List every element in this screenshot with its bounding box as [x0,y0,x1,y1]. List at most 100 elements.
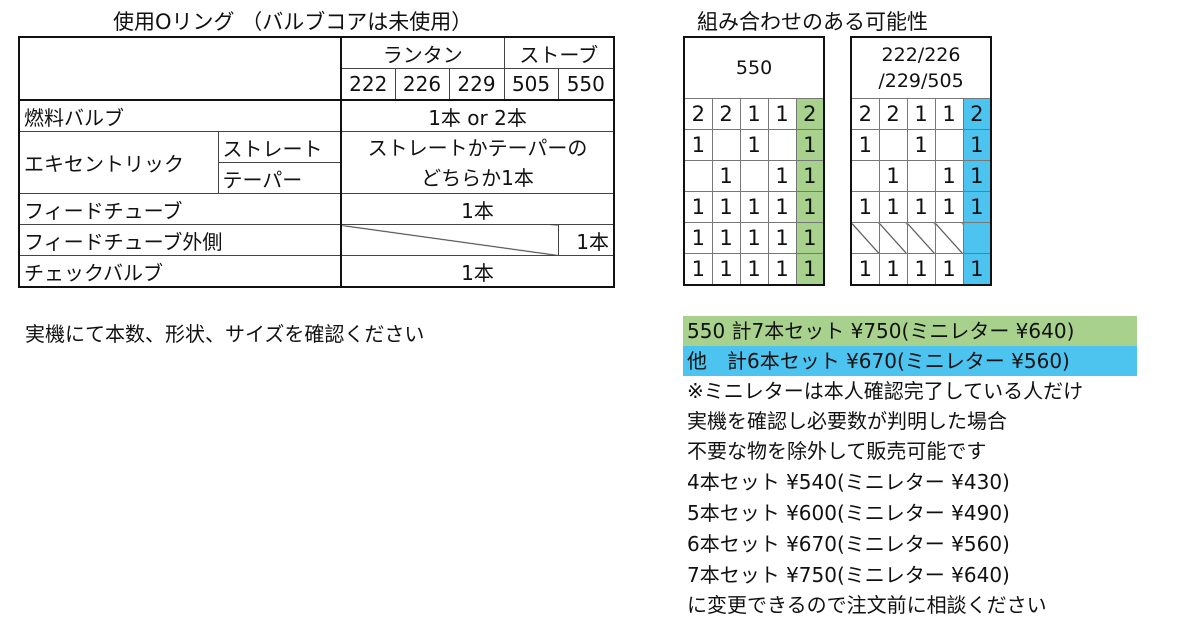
left-title: 使用Oリング （バルブコアは未使用） [113,10,473,34]
grid-cell: 1 [906,191,936,223]
grid-cell [878,129,908,161]
model-505: 505 [503,68,559,101]
grid-cell: 1 [878,253,908,286]
grid-cell: 1 [795,160,825,192]
grid-cell: 1 [767,191,797,223]
row-label-fuel-valve: 燃料バルブ [18,99,342,132]
row-label-eccentric: エキセントリック [18,131,219,194]
row-label-feed-tube-outer: フィードチューブ外側 [18,224,342,256]
grid-cell: 2 [850,98,880,130]
group-lantern: ランタン [340,36,505,69]
grid-cell: 1 [711,253,741,286]
row-label-feed-tube: フィードチューブ [18,193,342,225]
note-line: 実機を確認し必要数が判明した場合 [687,409,1007,433]
note-line: に変更できるので注文前に相談ください [687,593,1047,617]
note-line: ※ミニレターは本人確認完了している人だけ [687,379,1084,403]
note-line: 4本セット ¥540(ミニレター ¥430) [687,470,1010,494]
grid-cell-na [962,222,992,254]
grid-cell: 1 [934,98,964,130]
sub-label-taper: テーパー [217,162,342,194]
value-eccentric: ストレートかテーパーの どちらか1本 [340,131,615,194]
grid-cell: 1 [850,129,880,161]
grid-cell: 1 [739,98,769,130]
grid-cell: 2 [711,98,741,130]
grid-cell [711,129,741,161]
grid-cell: 1 [906,129,936,161]
grid-cell-na [906,222,936,254]
grid-cell: 1 [962,191,992,223]
grid-cell: 1 [906,253,936,286]
row-label-check-valve: チェックバルブ [18,255,342,288]
grid-cell: 1 [767,98,797,130]
grid-cell: 1 [850,253,880,286]
grid-cell: 1 [962,160,992,192]
grid-cell: 1 [767,222,797,254]
grid-cell: 1 [739,191,769,223]
value-eccentric-line1: ストレートかテーパーの [367,135,588,160]
grid-cell: 1 [767,253,797,286]
grid-cell: 2 [683,98,713,130]
model-550: 550 [557,68,615,101]
right-title: 組み合わせのある可能性 [697,10,928,34]
oring-table: ランタン ストーブ 222 226 229 505 550 燃料バルブ 1本 o… [18,36,616,288]
grid-cell [739,160,769,192]
grid-header-550: 550 [683,36,825,99]
grid-row [850,222,992,254]
grid-cell: 1 [906,98,936,130]
value-eccentric-line2: どちらか1本 [421,165,534,190]
grid-cell: 1 [739,222,769,254]
value-feed-tube: 1本 [340,193,615,225]
grid-cell: 1 [795,129,825,161]
grid-cell: 1 [795,222,825,254]
grid-cell: 2 [795,98,825,130]
grid-cell: 1 [711,222,741,254]
grid-cell [850,160,880,192]
grid-header-line2: /229/505 [878,70,964,92]
grid-cell [906,160,936,192]
grid-cell-na [878,222,908,254]
sub-label-straight: ストレート [217,131,342,163]
note-line: 5本セット ¥600(ミニレター ¥490) [687,501,1010,525]
grid-cell [683,160,713,192]
grid-cell: 1 [711,191,741,223]
grid-cell: 1 [683,191,713,223]
grid-cell: 1 [934,253,964,286]
group-stove: ストーブ [503,36,615,69]
grid-cell: 1 [878,160,908,192]
left-note: 実機にて本数、形状、サイズを確認ください [25,322,425,346]
model-229: 229 [448,68,505,101]
grid-cell: 1 [739,129,769,161]
grid-cell [767,129,797,161]
value-check-valve: 1本 [340,255,615,288]
note-line: 他 計6本セット ¥670(ミニレター ¥560) [683,346,1137,376]
note-line: 550 計7本セット ¥750(ミニレター ¥640) [683,316,1137,346]
grid-cell: 1 [934,160,964,192]
grid-cell-na [850,222,880,254]
grid-cell-na [934,222,964,254]
not-applicable-slash [340,224,559,256]
note-line: 6本セット ¥670(ミニレター ¥560) [687,532,1010,556]
model-226: 226 [394,68,450,101]
grid-cell: 2 [962,98,992,130]
grid-cell: 1 [683,129,713,161]
grid-cell: 1 [683,222,713,254]
model-222: 222 [340,68,396,101]
grid-cell: 1 [878,191,908,223]
note-line: 不要な物を除外して販売可能です [687,439,987,463]
value-feed-tube-outer-550: 1本 [557,224,615,256]
note-line: 7本セット ¥750(ミニレター ¥640) [687,563,1010,587]
grid-cell: 1 [850,191,880,223]
corner-cell [18,36,342,101]
grid-header-others: 222/226/229/505 [850,36,992,99]
grid-cell: 1 [962,129,992,161]
